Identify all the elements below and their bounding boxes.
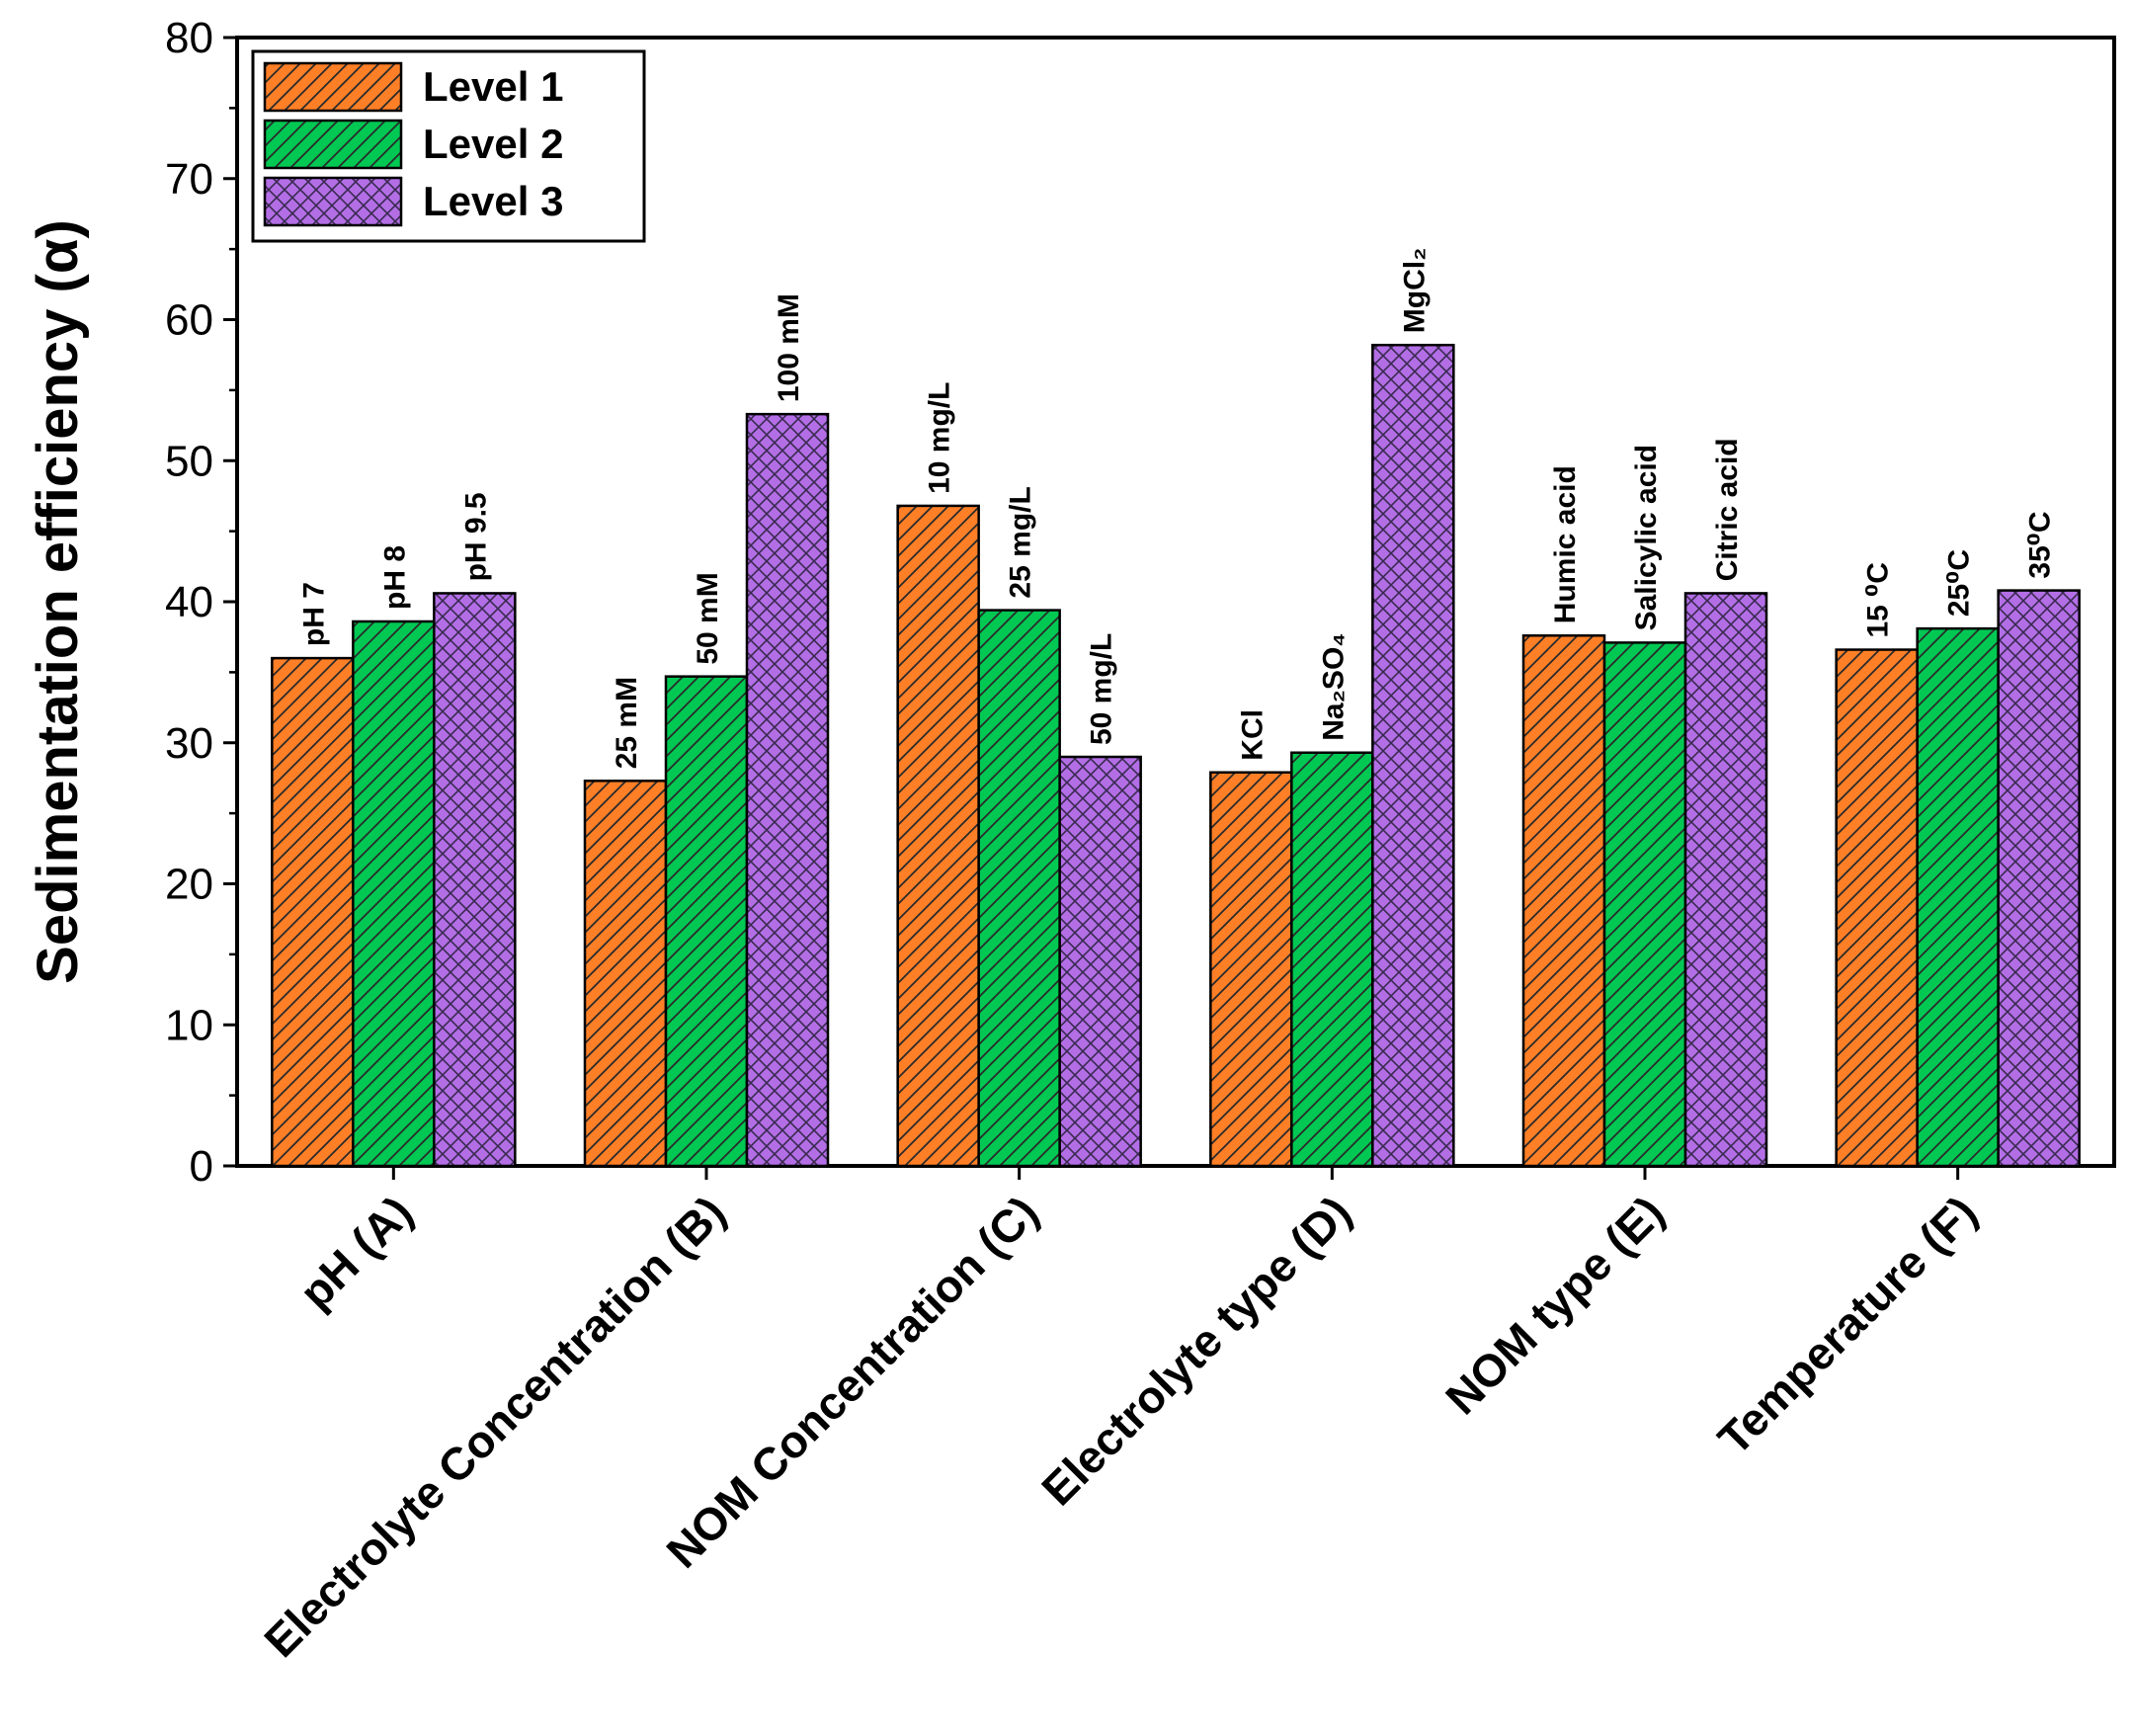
bar-level-3 — [1997, 589, 2081, 1168]
bar-level-3 — [1058, 755, 1142, 1168]
bar-level-1 — [896, 504, 980, 1168]
bar-value-label: pH 9.5 — [459, 492, 492, 581]
bar-level-2 — [664, 675, 749, 1168]
bar-value-label: MgCl₂ — [1398, 248, 1431, 334]
bar-level-1 — [1209, 771, 1293, 1168]
x-category-label: Temperature (F) — [1708, 1186, 1987, 1464]
x-category-label: pH (A) — [289, 1186, 422, 1318]
bar-value-label: 10 mg/L — [924, 382, 956, 494]
bar-level-3 — [745, 412, 830, 1168]
bar-level-2 — [1916, 626, 2000, 1168]
bar-level-1 — [1835, 648, 1919, 1168]
bar-level-1 — [583, 780, 668, 1168]
bar-level-2 — [1602, 641, 1687, 1168]
x-category-label: NOM Concentration (C) — [656, 1186, 1047, 1577]
bar-level-3 — [1683, 592, 1768, 1168]
bar-level-3 — [433, 592, 517, 1168]
bar-value-label: Salicylic acid — [1630, 445, 1663, 630]
y-tick-label: 80 — [165, 14, 213, 62]
y-tick-label: 20 — [165, 861, 213, 909]
y-tick-label: 40 — [165, 578, 213, 626]
bar-value-label: Citric acid — [1711, 438, 1744, 581]
bar-value-label: 35⁰C — [2024, 511, 2057, 578]
y-axis-label: Sedimentation efficiency (α) — [26, 219, 90, 984]
legend-label: Level 1 — [423, 63, 563, 110]
bar-value-label: Humic acid — [1549, 465, 1582, 623]
bar-value-label: Na₂SO₄ — [1317, 632, 1350, 740]
y-tick-label: 60 — [165, 296, 213, 345]
bar-value-label: 50 mg/L — [1086, 633, 1118, 745]
bar-level-2 — [352, 620, 436, 1168]
bar-value-label: 100 mM — [773, 293, 805, 402]
bar-value-label: KCl — [1236, 709, 1269, 761]
bar-level-1 — [271, 656, 355, 1168]
legend-swatch — [263, 176, 403, 227]
bar-value-label: 25 mg/L — [1005, 486, 1037, 598]
bar-value-label: 50 mM — [692, 572, 724, 664]
legend-label: Level 3 — [423, 178, 563, 224]
bar-level-2 — [1290, 751, 1374, 1168]
y-tick-label: 50 — [165, 437, 213, 485]
legend-label: Level 2 — [423, 121, 563, 167]
y-tick-label: 0 — [190, 1142, 213, 1191]
y-tick-label: 30 — [165, 719, 213, 768]
y-tick-label: 10 — [165, 1001, 213, 1049]
bar-level-3 — [1371, 343, 1455, 1168]
bar-value-label: pH 8 — [378, 545, 411, 610]
x-category-label: NOM type (E) — [1435, 1186, 1674, 1424]
bar-value-label: 25 mM — [611, 677, 643, 769]
legend-swatch — [263, 119, 403, 170]
legend-swatch — [263, 61, 403, 113]
bar-value-label: 25⁰C — [1943, 549, 1976, 617]
bar-level-1 — [1521, 634, 1606, 1168]
bar-level-2 — [977, 609, 1061, 1168]
bar-value-label: pH 7 — [297, 582, 330, 646]
bar-value-label: 15 ⁰C — [1862, 562, 1895, 638]
x-category-label: Electrolyte type (D) — [1031, 1186, 1360, 1515]
y-tick-label: 70 — [165, 155, 213, 204]
